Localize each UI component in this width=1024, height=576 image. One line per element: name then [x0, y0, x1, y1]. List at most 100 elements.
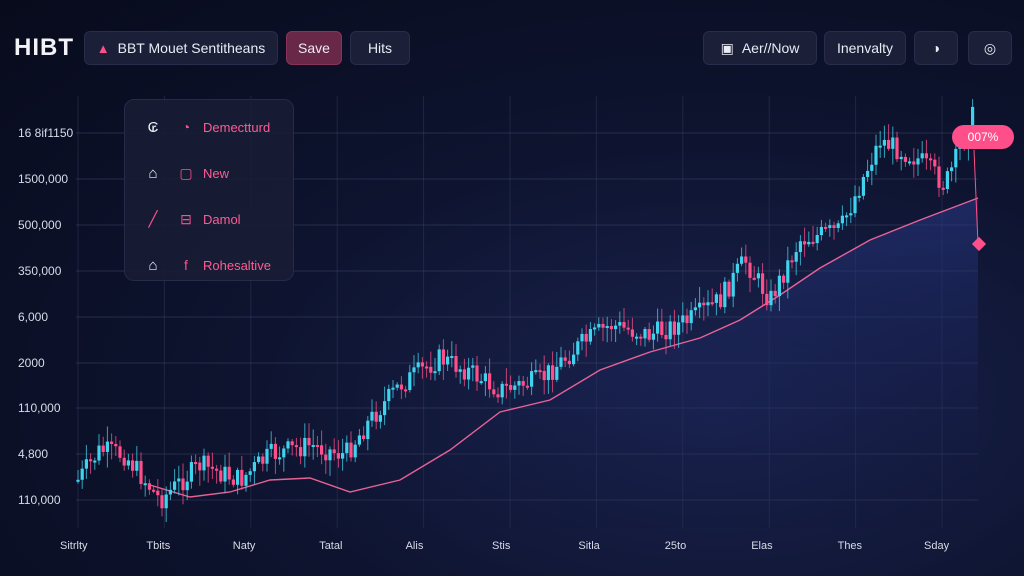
candle-body	[349, 442, 353, 458]
candle-body	[853, 196, 857, 214]
y-tick-label: 110,000	[18, 493, 61, 507]
candle-body	[412, 367, 416, 373]
candle-body	[660, 321, 664, 335]
candle-body	[576, 341, 580, 355]
candle-body	[374, 411, 378, 422]
candle-body	[874, 145, 878, 165]
menu-item-new[interactable]: ⌂ ▢ New	[131, 152, 287, 194]
candle-body	[408, 372, 412, 391]
candle-body	[731, 272, 735, 297]
market-tab-label: BBT Mouet Sentitheans	[117, 40, 266, 56]
candle-body	[836, 223, 840, 228]
candle-body	[101, 445, 105, 452]
candle-body	[420, 362, 424, 367]
candle-body	[639, 336, 643, 339]
candle-body	[773, 290, 777, 297]
market-tab[interactable]: ▲ BBT Mouet Sentitheans	[84, 31, 278, 65]
candle-body	[635, 336, 639, 339]
candle-body	[353, 444, 357, 458]
candle-body	[618, 322, 622, 326]
candle-body	[467, 367, 471, 380]
price-marker	[971, 236, 987, 252]
circle-settings-icon: ◎	[983, 39, 997, 56]
gauge-icon: ◔	[181, 119, 191, 135]
currency-icon: ₢	[147, 118, 159, 136]
candle-body	[341, 453, 345, 459]
candle-body	[315, 444, 319, 447]
mode-button[interactable]: ▣ Aer//Now	[703, 31, 817, 65]
y-tick-label: 1500,000	[18, 172, 68, 186]
f-icon: f	[184, 257, 188, 273]
inventory-button[interactable]: Inenvalty	[824, 31, 906, 65]
candle-body	[164, 494, 168, 509]
candle-body	[240, 469, 244, 486]
candle-body	[878, 145, 882, 148]
candle-body	[131, 460, 135, 471]
candle-body	[244, 474, 248, 486]
candle-body	[950, 167, 954, 172]
candle-body	[567, 360, 571, 365]
candle-body	[744, 256, 748, 263]
candle-body	[849, 213, 853, 216]
candle-body	[630, 329, 634, 337]
candle-body	[546, 365, 550, 381]
candle-body	[446, 356, 450, 365]
candle-body	[198, 462, 202, 471]
candle-body	[219, 470, 223, 482]
brand-logo: HIBT	[14, 34, 74, 61]
candle-body	[387, 388, 391, 402]
menu-item-label: Rohesaltive	[203, 257, 271, 273]
candle-body	[735, 263, 739, 273]
candle-body	[383, 401, 387, 416]
candle-body	[80, 468, 84, 480]
pink-chart-icon: ▲	[96, 40, 110, 56]
candle-body	[282, 448, 286, 458]
candle-body	[924, 153, 928, 159]
candle-body	[76, 479, 80, 482]
settings-button[interactable]: ◎	[968, 31, 1012, 65]
candle-body	[714, 294, 718, 303]
candle-body	[236, 469, 240, 485]
candle-body	[542, 370, 546, 381]
candle-body	[798, 241, 802, 253]
y-tick-label: 110,000	[18, 401, 61, 415]
candle-body	[156, 490, 160, 496]
candle-body	[706, 302, 710, 306]
candle-body	[139, 460, 143, 485]
y-tick-label: 350,000	[18, 264, 62, 278]
candlesticks	[76, 99, 975, 523]
menu-item-rohesaltive[interactable]: ⌂ f Rohesaltive	[131, 244, 287, 286]
candle-body	[727, 281, 731, 297]
theme-toggle-button[interactable]: ◑	[914, 31, 958, 65]
save-button[interactable]: Save	[286, 31, 342, 65]
candle-body	[908, 161, 912, 164]
candle-body	[723, 281, 727, 308]
boxed-e-icon: ⊟	[180, 210, 192, 227]
mode-button-label: Aer//Now	[741, 40, 800, 56]
candle-body	[647, 328, 651, 340]
candle-body	[672, 321, 676, 335]
candle-body	[525, 385, 529, 388]
candle-body	[651, 333, 655, 340]
menu-item-label: Demectturd	[203, 119, 271, 135]
menu-item-demectturd[interactable]: ₢ ◔ Demectturd	[131, 106, 287, 148]
diagonal-line-icon: ╱	[148, 211, 158, 228]
candle-body	[492, 389, 496, 395]
candle-body	[971, 106, 975, 138]
hits-button[interactable]: Hits	[350, 31, 410, 65]
candle-body	[828, 225, 832, 228]
x-tick-label: Naty	[233, 540, 256, 552]
candle-body	[845, 215, 849, 218]
x-tick-label: Sday	[924, 540, 950, 552]
candle-body	[152, 489, 156, 492]
candle-body	[840, 215, 844, 224]
candle-body	[269, 443, 273, 449]
candle-body	[500, 383, 504, 398]
candle-body	[366, 420, 370, 440]
menu-item-damol[interactable]: ╱ ⊟ Damol	[131, 198, 287, 240]
candle-body	[954, 148, 958, 168]
x-tick-label: Elas	[751, 540, 773, 552]
candle-body	[496, 394, 500, 398]
candle-body	[320, 445, 324, 455]
x-tick-label: Stis	[492, 540, 511, 552]
